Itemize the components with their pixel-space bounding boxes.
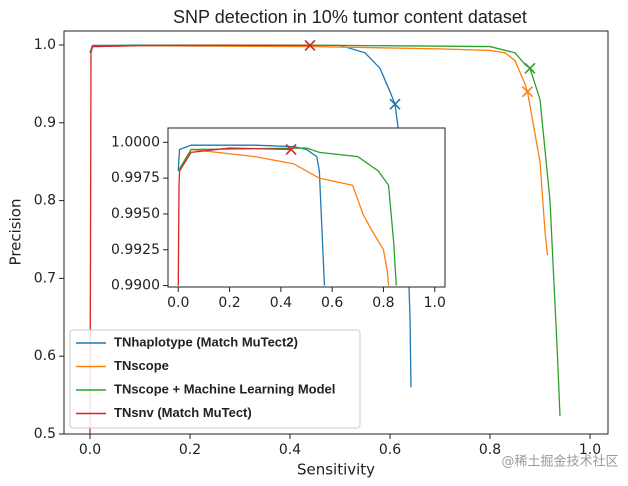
y-tick-label: 0.6 — [34, 348, 56, 364]
legend-box — [69, 329, 361, 429]
watermark: @稀土掘金技术社区 — [501, 454, 618, 470]
x-marker — [524, 62, 536, 74]
y-tick-label: 0.8 — [34, 193, 56, 209]
y-tick-label: 0.9925 — [111, 242, 160, 258]
x-tick-label: 0.4 — [279, 442, 301, 458]
x-tick-label: 0.0 — [167, 295, 189, 311]
y-axis-label: Precision — [7, 199, 25, 266]
x-axis-label: Sensitivity — [297, 461, 375, 479]
y-tick-label: 0.7 — [34, 270, 56, 286]
x-tick-label: 0.2 — [218, 295, 240, 311]
x-marker — [389, 98, 401, 110]
y-tick-label: 0.5 — [34, 426, 56, 442]
x-tick-label: 0.8 — [372, 295, 394, 311]
x-marker — [304, 39, 316, 51]
plot-area — [177, 144, 397, 286]
x-tick-label: 1.0 — [424, 295, 446, 311]
axes-frame — [167, 127, 446, 288]
legend-label: TNscope — [114, 358, 169, 373]
y-tick-label: 1.0 — [34, 37, 56, 53]
chart-title: SNP detection in 10% tumor content datas… — [173, 7, 527, 27]
x-marker — [285, 143, 297, 156]
legend-label: TNhaplotype (Match MuTect2) — [114, 334, 298, 349]
x-tick-label: 0.6 — [379, 442, 401, 458]
y-tick-label: 1.0000 — [111, 134, 160, 150]
axes-frame — [63, 30, 609, 435]
legend-label: TNscope + Machine Learning Model — [114, 381, 335, 396]
x-tick-label: 0.6 — [321, 295, 343, 311]
inset-background — [168, 128, 445, 287]
series-line — [177, 148, 390, 286]
x-tick-label: 0.8 — [479, 442, 501, 458]
y-tick-label: 0.9900 — [111, 278, 160, 294]
y-tick-label: 0.9975 — [111, 170, 160, 186]
series-line — [89, 44, 311, 434]
x-tick-label: 0.4 — [270, 295, 292, 311]
inset-chart: 0.0 0.2 0.4 0.6 0.8 1.0 0.9900 0.9925 0.9950 0.99… — [111, 127, 446, 311]
legend-label: TNsnv (Match MuTect) — [114, 405, 252, 420]
x-tick-label: 0.0 — [79, 442, 101, 458]
series-line — [177, 147, 292, 286]
x-tick-label: 1.0 — [579, 442, 601, 458]
main-chart: 0.0 0.2 0.4 0.6 0.8 1.0 0.5 0.6 0.7 0.8 0.9 1.0 TNha… — [34, 30, 609, 458]
x-marker — [521, 86, 534, 98]
y-tick-label: 0.9 — [34, 115, 56, 131]
x-tick-label: 0.2 — [179, 442, 201, 458]
legend: TNhaplotype (Match MuTect2) TNscope TNscop… — [69, 329, 361, 429]
y-tick-label: 0.9950 — [111, 206, 160, 222]
